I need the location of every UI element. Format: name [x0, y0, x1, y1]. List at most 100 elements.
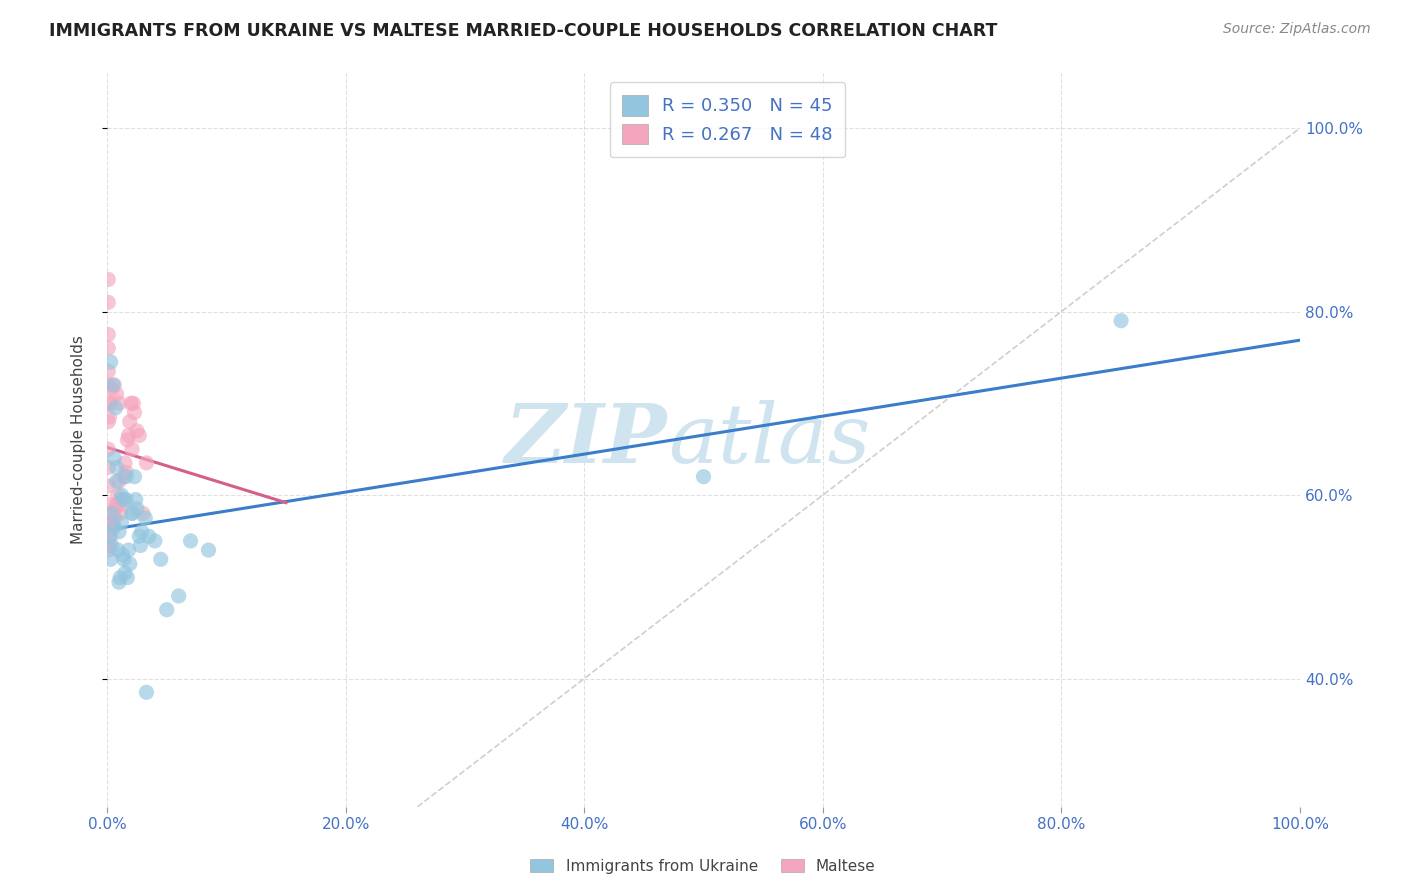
Point	[118, 557, 141, 571]
Point	[108, 575, 131, 590]
Point	[110, 492, 132, 507]
Point	[108, 475, 131, 489]
Point	[117, 428, 139, 442]
Point	[97, 341, 120, 355]
Point	[110, 488, 132, 502]
Point	[97, 327, 120, 342]
Point	[103, 378, 125, 392]
Point	[97, 442, 120, 457]
Point	[101, 507, 124, 521]
Point	[98, 516, 121, 530]
Text: atlas: atlas	[668, 400, 870, 480]
Point	[108, 396, 131, 410]
Point	[97, 460, 120, 475]
Point	[97, 364, 120, 378]
Point	[121, 507, 143, 521]
Point	[121, 442, 143, 457]
Point	[111, 497, 134, 511]
Point	[128, 428, 150, 442]
Point	[131, 524, 153, 539]
Y-axis label: Married-couple Households: Married-couple Households	[72, 335, 86, 544]
Point	[692, 469, 714, 483]
Point	[118, 415, 141, 429]
Point	[104, 401, 127, 415]
Point	[112, 492, 135, 507]
Point	[100, 552, 122, 566]
Point	[101, 539, 124, 553]
Point	[98, 539, 121, 553]
Point	[105, 387, 128, 401]
Point	[105, 497, 128, 511]
Point	[120, 396, 142, 410]
Point	[108, 524, 131, 539]
Point	[104, 501, 127, 516]
Point	[138, 529, 160, 543]
Point	[143, 533, 166, 548]
Point	[125, 501, 148, 516]
Point	[103, 451, 125, 466]
Point	[97, 378, 120, 392]
Legend: R = 0.350   N = 45, R = 0.267   N = 48: R = 0.350 N = 45, R = 0.267 N = 48	[610, 82, 845, 157]
Text: Source: ZipAtlas.com: Source: ZipAtlas.com	[1223, 22, 1371, 37]
Point	[108, 507, 131, 521]
Point	[129, 539, 152, 553]
Point	[135, 456, 157, 470]
Point	[197, 543, 219, 558]
Point	[124, 469, 146, 483]
Point	[1109, 314, 1132, 328]
Point	[98, 410, 121, 425]
Point	[97, 272, 120, 286]
Point	[100, 396, 122, 410]
Point	[112, 469, 135, 483]
Point	[117, 433, 139, 447]
Point	[121, 507, 143, 521]
Point	[97, 295, 120, 310]
Point	[117, 571, 139, 585]
Point	[132, 507, 155, 521]
Point	[105, 475, 128, 489]
Text: ZIP: ZIP	[505, 400, 668, 480]
Point	[101, 383, 124, 397]
Point	[101, 520, 124, 534]
Point	[97, 543, 120, 558]
Point	[100, 507, 122, 521]
Point	[110, 516, 132, 530]
Point	[115, 469, 138, 483]
Point	[125, 492, 148, 507]
Point	[122, 396, 145, 410]
Point	[105, 460, 128, 475]
Point	[97, 497, 120, 511]
Point	[111, 548, 134, 562]
Point	[107, 488, 129, 502]
Point	[114, 566, 136, 580]
Point	[98, 529, 121, 543]
Point	[117, 543, 139, 558]
Point	[124, 405, 146, 419]
Point	[108, 571, 131, 585]
Point	[125, 424, 148, 438]
Point	[180, 533, 202, 548]
Point	[103, 520, 125, 534]
Point	[128, 529, 150, 543]
Point	[107, 543, 129, 558]
Point	[101, 378, 124, 392]
Point	[134, 511, 156, 525]
Point	[100, 355, 122, 369]
Point	[97, 524, 120, 539]
Point	[97, 479, 120, 493]
Point	[97, 396, 120, 410]
Point	[167, 589, 190, 603]
Point	[103, 511, 125, 525]
Point	[115, 465, 138, 479]
Point	[135, 685, 157, 699]
Point	[112, 552, 135, 566]
Point	[114, 456, 136, 470]
Point	[156, 603, 179, 617]
Point	[115, 492, 138, 507]
Point	[100, 529, 122, 543]
Point	[97, 415, 120, 429]
Text: IMMIGRANTS FROM UKRAINE VS MALTESE MARRIED-COUPLE HOUSEHOLDS CORRELATION CHART: IMMIGRANTS FROM UKRAINE VS MALTESE MARRI…	[49, 22, 998, 40]
Point	[101, 516, 124, 530]
Point	[149, 552, 172, 566]
Legend: Immigrants from Ukraine, Maltese: Immigrants from Ukraine, Maltese	[524, 853, 882, 880]
